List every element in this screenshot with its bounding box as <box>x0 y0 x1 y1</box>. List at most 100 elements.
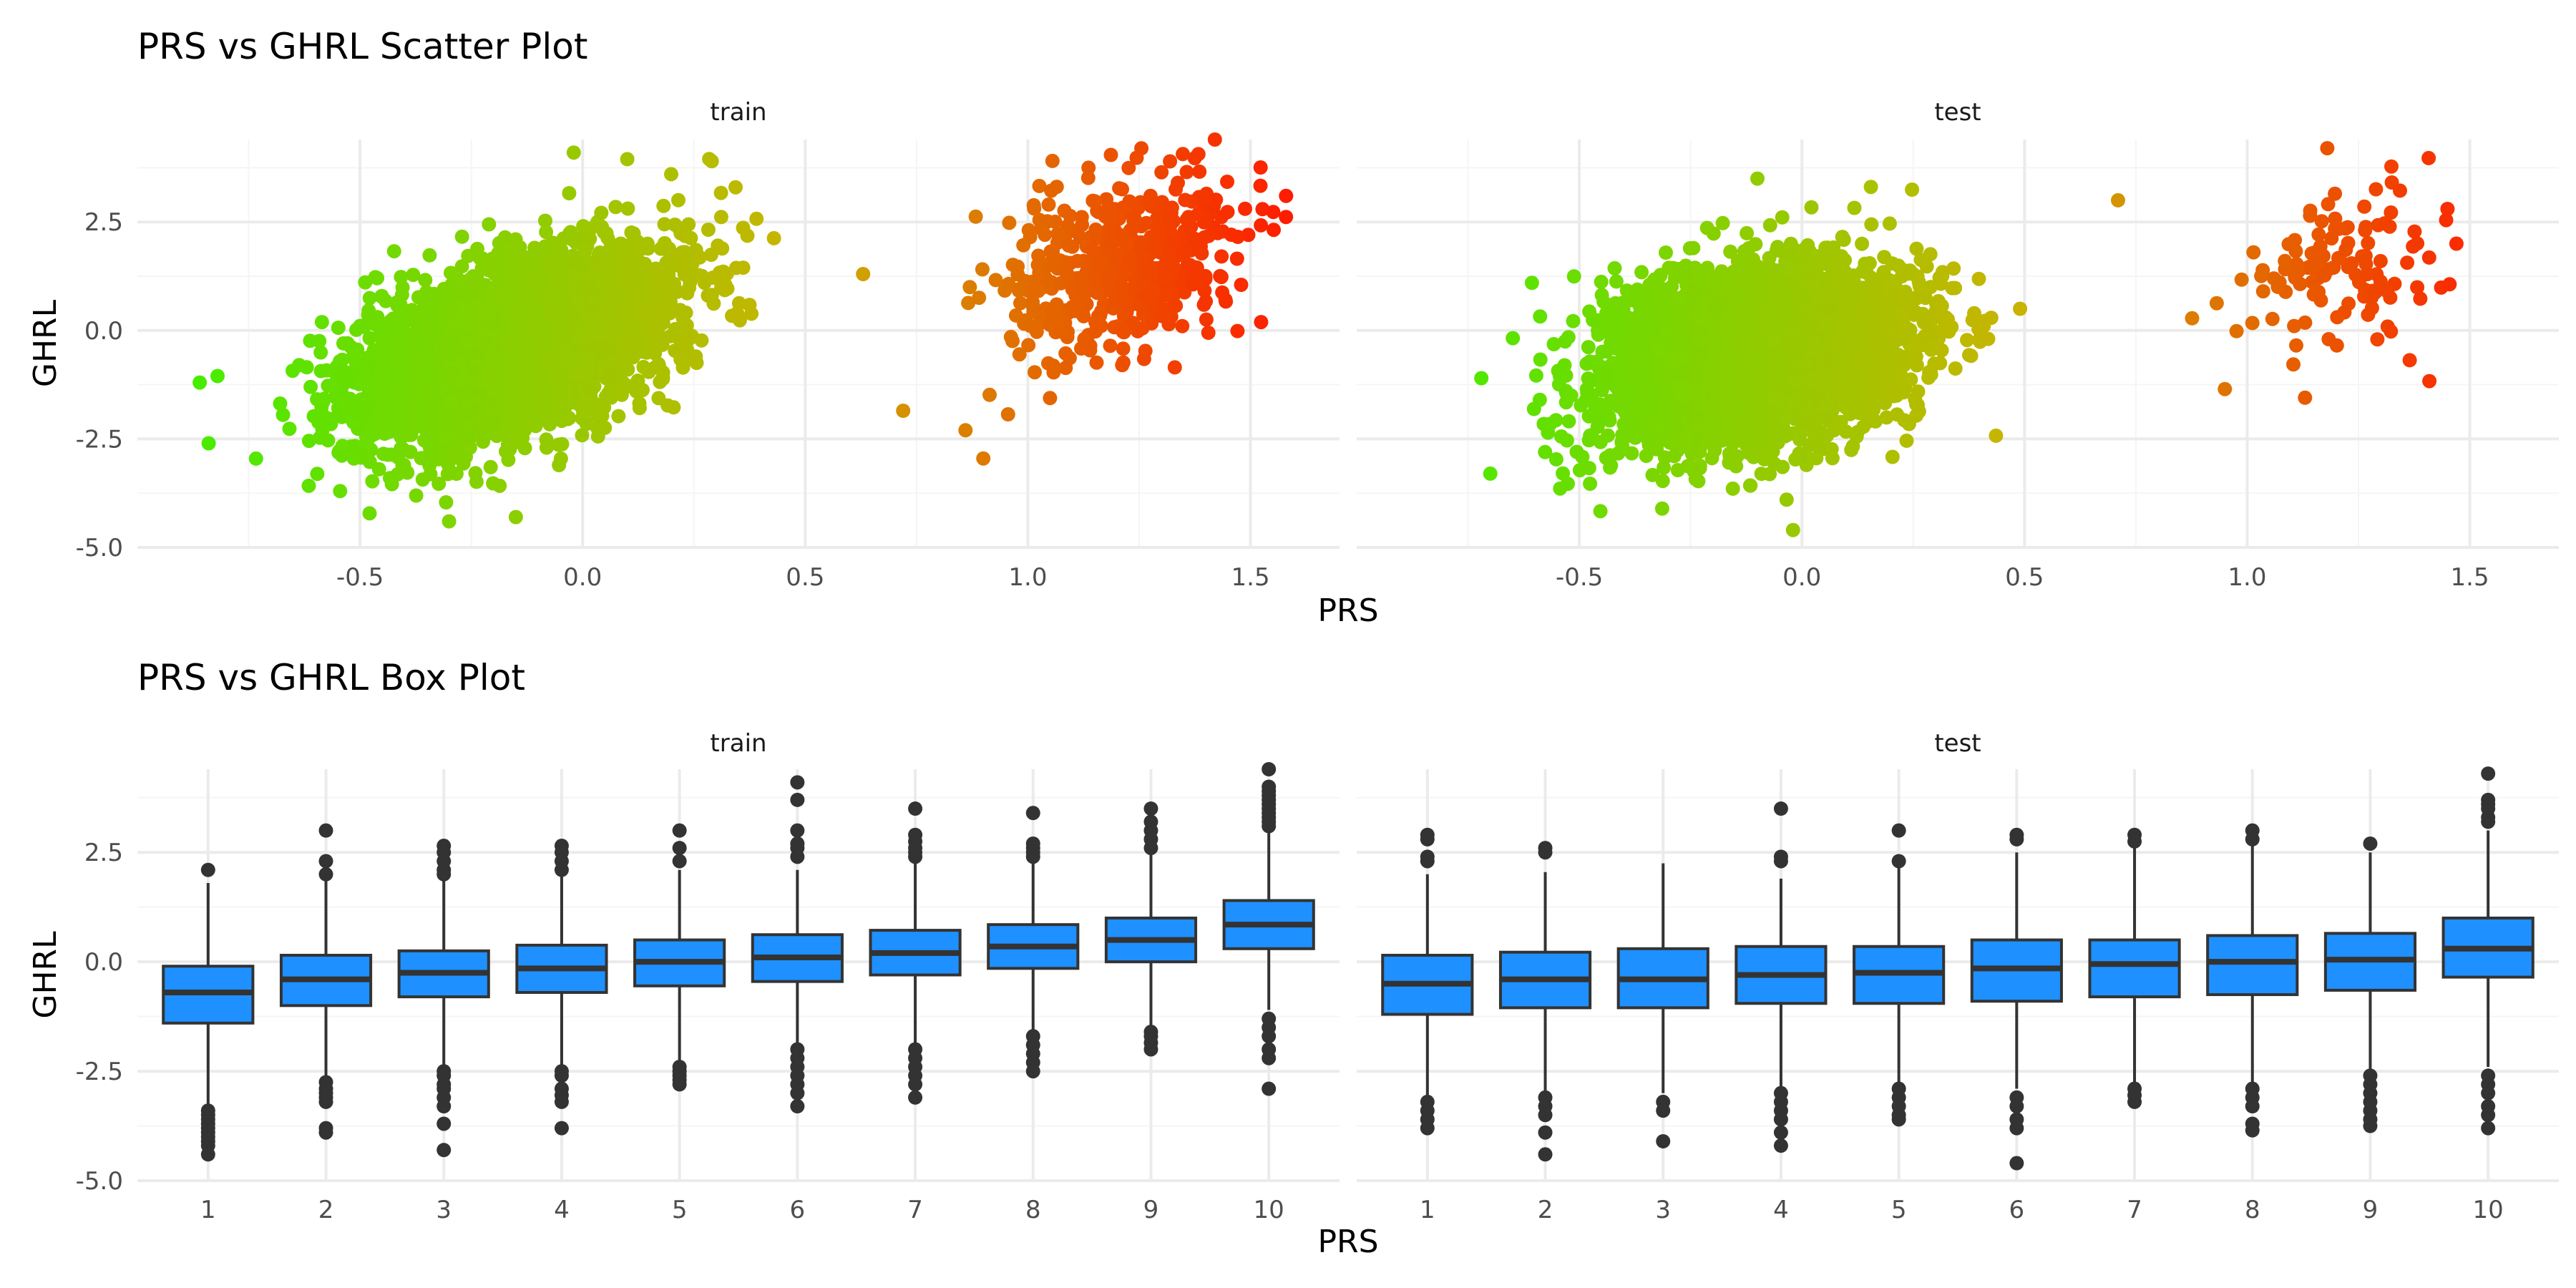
scatter-point <box>599 226 614 241</box>
scatter-point <box>1175 318 1190 333</box>
scatter-point <box>538 213 552 228</box>
scatter-point <box>374 288 389 303</box>
scatter-point <box>692 250 707 265</box>
scatter-point <box>695 268 709 283</box>
scatter-point <box>609 245 624 260</box>
scatter-point <box>419 367 434 382</box>
scatter-point <box>608 200 623 215</box>
scatter-point <box>1060 265 1074 280</box>
scatter-point <box>1061 238 1076 253</box>
scatter-point <box>455 409 470 424</box>
scatter-point <box>562 186 577 200</box>
scatter-point <box>502 389 517 404</box>
scatter-point <box>331 321 346 335</box>
scatter-point <box>620 152 635 167</box>
scatter-point <box>1779 492 1794 507</box>
scatter-point <box>671 192 686 208</box>
scatter-point <box>459 386 474 401</box>
scatter-point <box>1045 358 1060 373</box>
scatter-point <box>704 154 719 169</box>
scatter-point <box>1192 164 1207 179</box>
scatter-point <box>1030 283 1045 298</box>
scatter-point <box>474 261 489 276</box>
scatter-point <box>577 394 591 409</box>
scatter-point <box>1194 246 1209 260</box>
scatter-point <box>389 295 404 310</box>
scatter-point <box>486 476 501 491</box>
scatter-point <box>1158 302 1173 317</box>
scatter-point <box>390 328 404 343</box>
scatter-point <box>626 226 641 241</box>
scatter-point <box>1016 238 1031 253</box>
scatter-point <box>1073 283 1088 298</box>
scatter-point <box>1158 288 1174 303</box>
scatter-point <box>431 477 447 491</box>
scatter-point <box>575 428 590 443</box>
scatter-point <box>670 284 685 299</box>
scatter-point <box>1254 218 1269 233</box>
scatter-point <box>452 273 467 288</box>
scatter-point <box>1029 324 1044 339</box>
scatter-point <box>483 287 498 302</box>
scatter-point <box>656 198 671 213</box>
scatter-point <box>429 398 444 413</box>
scatter-point <box>362 506 377 521</box>
scatter-point <box>1561 414 1576 429</box>
scatter-point <box>613 367 628 382</box>
scatter-point <box>1176 247 1191 262</box>
scatter-point <box>1075 218 1090 233</box>
scatter-point <box>359 402 374 417</box>
scatter-point <box>1279 188 1294 203</box>
scatter-point <box>1088 271 1103 286</box>
scatter-point <box>1161 255 1176 270</box>
scatter-point <box>445 366 460 381</box>
scatter-point <box>342 374 357 389</box>
scatter-point <box>1116 324 1131 339</box>
scatter-point <box>673 352 688 367</box>
scatter-point <box>517 253 532 268</box>
scatter-point <box>1199 312 1214 327</box>
scatter-point <box>386 244 401 259</box>
scatter-point <box>1166 235 1181 250</box>
scatter-point <box>587 293 602 308</box>
scatter-point <box>286 364 300 379</box>
scatter-point <box>1073 230 1088 245</box>
scatter-point <box>201 436 216 451</box>
scatter-point <box>663 328 678 343</box>
scatter-point <box>1101 212 1116 227</box>
scatter-point <box>1080 170 1096 185</box>
scatter-point <box>521 275 536 289</box>
scatter-point <box>1003 329 1018 344</box>
scatter-point <box>539 225 554 240</box>
scatter-point <box>1090 286 1105 301</box>
scatter-point <box>273 396 288 411</box>
scatter-point <box>1164 200 1179 215</box>
scatter-point <box>376 447 391 462</box>
scatter-point <box>1150 220 1165 235</box>
scatter-point <box>1133 235 1148 250</box>
scatter-point <box>689 356 704 371</box>
scatter-point <box>357 364 372 378</box>
scatter-point <box>441 514 457 529</box>
scatter-point <box>713 210 728 225</box>
scatter-point <box>436 281 452 296</box>
scatter-point <box>976 451 991 466</box>
scatter-point <box>595 314 610 329</box>
scatter-point <box>1199 294 1214 309</box>
scatter-point <box>1154 165 1169 180</box>
scatter-point <box>482 376 497 391</box>
scatter-point <box>537 239 552 254</box>
scatter-point <box>405 408 420 423</box>
scatter-point <box>494 401 509 416</box>
scatter-point <box>622 245 637 260</box>
scatter-point <box>962 280 977 295</box>
scatter-point <box>369 317 383 332</box>
scatter-point <box>1524 275 1539 291</box>
scatter-point <box>394 361 409 376</box>
scatter-point <box>668 218 683 232</box>
scatter-point <box>584 280 599 296</box>
scatter-point <box>1142 292 1157 307</box>
scatter-point <box>1197 230 1212 245</box>
scatter-point <box>1010 259 1025 274</box>
scatter-point <box>975 262 990 277</box>
